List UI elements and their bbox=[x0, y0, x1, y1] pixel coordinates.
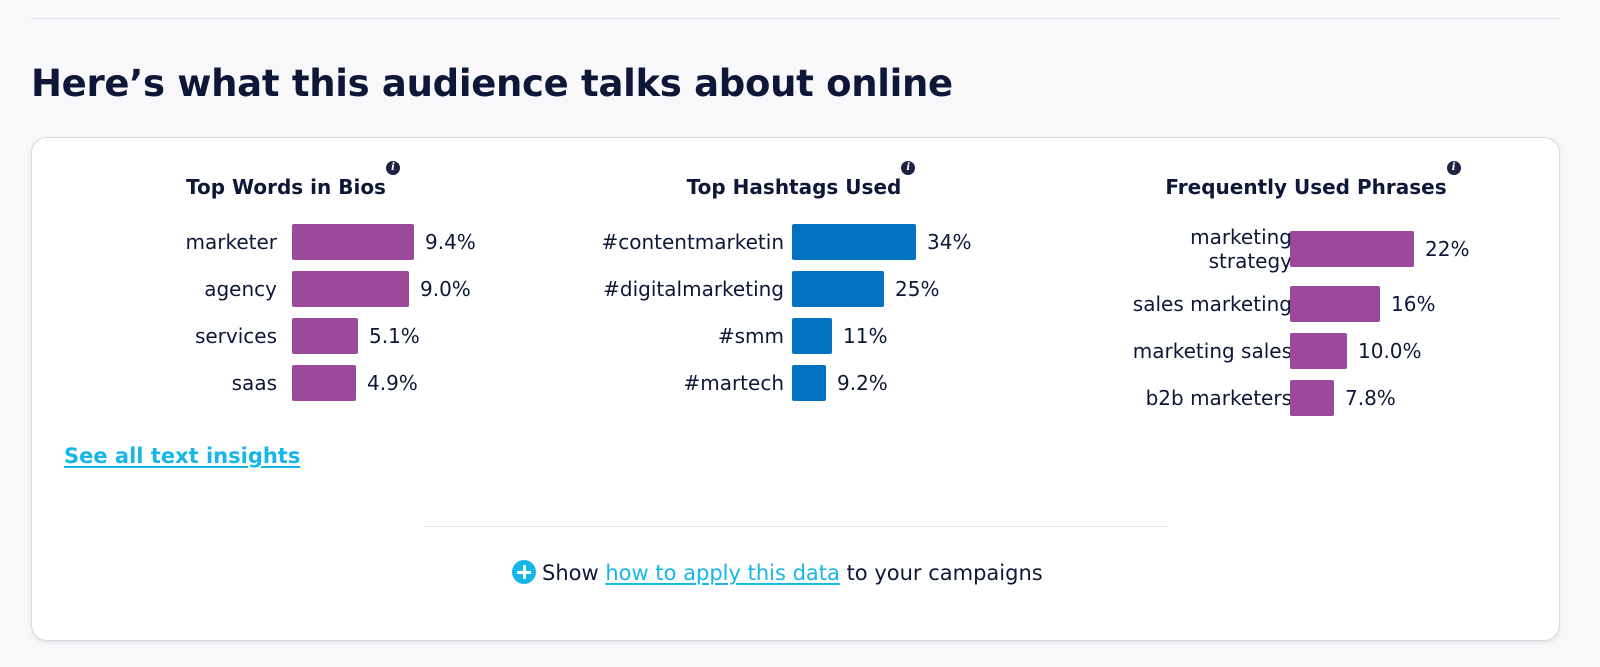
percentage-bar bbox=[292, 318, 358, 354]
plus-circle-icon[interactable] bbox=[512, 560, 536, 584]
info-icon[interactable]: i bbox=[1446, 161, 1461, 175]
row-label: #smm bbox=[717, 324, 784, 348]
row-label: agency bbox=[204, 277, 277, 301]
percentage-bar bbox=[1290, 333, 1347, 369]
frequent-phrases-panel: Frequently Used Phrases i marketing stra… bbox=[32, 138, 1561, 448]
row-label: sales marketing bbox=[1132, 292, 1292, 316]
row-label: #martech bbox=[683, 371, 784, 395]
row-label: marketing strategy bbox=[1190, 225, 1292, 273]
top-hashtags-row: #digitalmarketing 25% bbox=[32, 271, 1561, 307]
percentage-bar bbox=[292, 271, 409, 307]
percentage-value: 9.4% bbox=[425, 230, 476, 254]
panel-title: Top Hashtags Used bbox=[686, 175, 902, 199]
top-words-row: marketer 9.4% bbox=[32, 224, 1561, 260]
percentage-value: 4.9% bbox=[367, 371, 418, 395]
top-words-row: agency 9.0% bbox=[32, 271, 1561, 307]
percentage-bar bbox=[1290, 231, 1414, 267]
apply-data-row: Show how to apply this data to your camp… bbox=[512, 558, 1043, 588]
panel-title: Top Words in Bios bbox=[186, 175, 386, 199]
top-hashtags-panel: Top Hashtags Used i #contentmarketin 34% #… bbox=[32, 138, 1561, 448]
row-label: saas bbox=[231, 371, 277, 395]
top-words-panel: Top Words in Bios i marketer 9.4% agency 9.… bbox=[32, 138, 540, 448]
percentage-bar bbox=[292, 365, 356, 401]
row-label: services bbox=[194, 324, 277, 348]
percentage-value: 16% bbox=[1391, 292, 1436, 316]
frequent-phrases-row: marketing strategy 22% bbox=[32, 225, 1561, 273]
percentage-value: 5.1% bbox=[369, 324, 420, 348]
apply-prefix: Show bbox=[542, 561, 599, 585]
percentage-bar bbox=[1290, 380, 1334, 416]
top-words-row: saas 4.9% bbox=[32, 365, 1561, 401]
percentage-value: 7.8% bbox=[1345, 386, 1396, 410]
frequent-phrases-row: marketing sales 10.0% bbox=[32, 333, 1561, 369]
row-label: #contentmarketin bbox=[601, 230, 784, 254]
apply-data-link[interactable]: how to apply this data bbox=[605, 561, 840, 585]
top-hashtags-row: #smm 11% bbox=[32, 318, 1561, 354]
top-words-row: services 5.1% bbox=[32, 318, 1561, 354]
top-divider bbox=[31, 18, 1560, 19]
percentage-bar bbox=[792, 365, 826, 401]
percentage-value: 22% bbox=[1425, 237, 1470, 261]
see-all-text-insights-link[interactable]: See all text insights bbox=[64, 444, 301, 468]
percentage-value: 34% bbox=[927, 230, 972, 254]
percentage-value: 9.2% bbox=[837, 371, 888, 395]
percentage-bar bbox=[792, 318, 832, 354]
percentage-bar bbox=[792, 271, 884, 307]
percentage-value: 10.0% bbox=[1358, 339, 1422, 363]
row-label: marketer bbox=[185, 230, 277, 254]
panel-title: Frequently Used Phrases bbox=[1165, 175, 1447, 199]
row-label: b2b marketers bbox=[1145, 386, 1292, 410]
apply-suffix: to your campaigns bbox=[846, 561, 1043, 585]
frequent-phrases-row: sales marketing 16% bbox=[32, 286, 1561, 322]
percentage-value: 11% bbox=[843, 324, 888, 348]
info-icon[interactable]: i bbox=[901, 161, 916, 175]
info-icon[interactable]: i bbox=[385, 161, 400, 175]
percentage-value: 9.0% bbox=[420, 277, 471, 301]
row-label: marketing sales bbox=[1132, 339, 1292, 363]
frequent-phrases-row: b2b marketers 7.8% bbox=[32, 380, 1561, 416]
percentage-bar bbox=[292, 224, 414, 260]
divider bbox=[424, 526, 1168, 527]
insights-card: Top Words in Bios i marketer 9.4% agency 9.… bbox=[31, 137, 1560, 641]
percentage-value: 25% bbox=[895, 277, 940, 301]
row-label: #digitalmarketing bbox=[603, 277, 784, 301]
section-heading: Here’s what this audience talks about on… bbox=[31, 62, 953, 105]
percentage-bar bbox=[792, 224, 916, 260]
top-hashtags-row: #martech 9.2% bbox=[32, 365, 1561, 401]
top-hashtags-row: #contentmarketin 34% bbox=[32, 224, 1561, 260]
percentage-bar bbox=[1290, 286, 1380, 322]
